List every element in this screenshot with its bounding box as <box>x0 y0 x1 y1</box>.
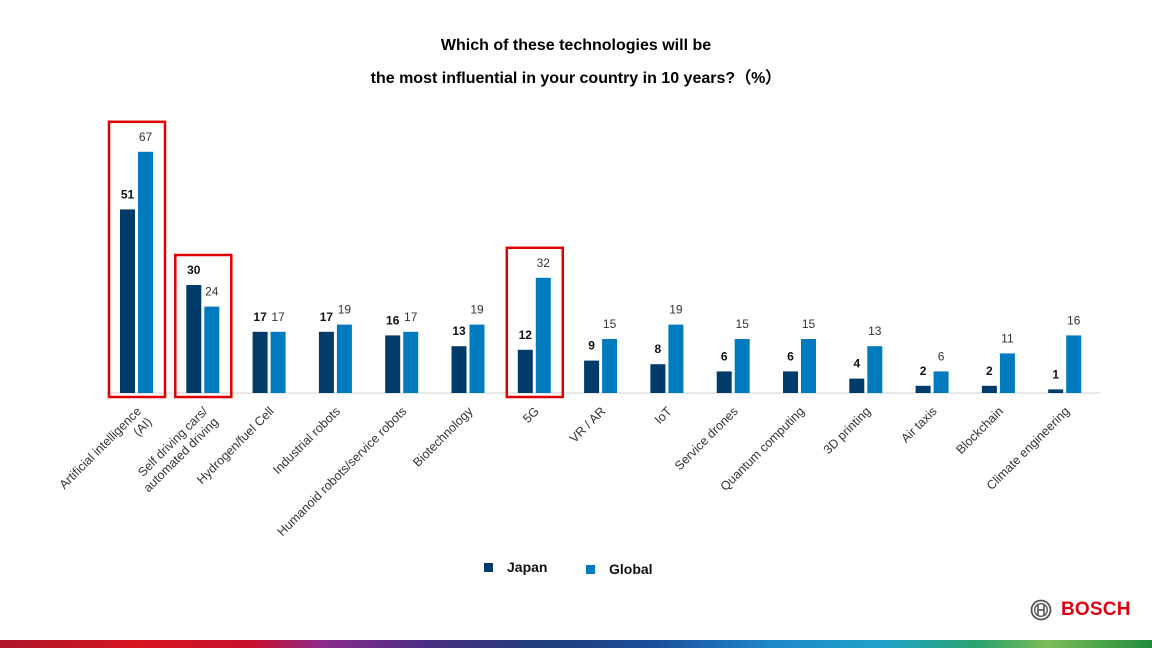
legend-swatch-global <box>586 564 595 574</box>
category-label: Industrial robots <box>270 404 343 477</box>
brand-color-band <box>0 640 1152 648</box>
bar-japan <box>716 371 732 393</box>
category-label: Service drones <box>672 404 741 473</box>
data-label-global: 19 <box>669 303 683 317</box>
data-label-global: 11 <box>1001 331 1014 345</box>
bosch-logo: BOSCH <box>1030 599 1131 621</box>
data-label-japan: 8 <box>655 342 662 356</box>
data-label-global: 16 <box>1067 313 1081 327</box>
data-label-japan: 17 <box>253 310 267 324</box>
bosch-wordmark: BOSCH <box>1061 599 1131 620</box>
data-label-global: 17 <box>271 310 285 324</box>
bar-global <box>999 353 1015 393</box>
data-label-japan: 6 <box>787 349 794 363</box>
bar-japan <box>385 335 401 393</box>
bar-japan <box>849 378 865 393</box>
data-label-global: 17 <box>404 310 418 324</box>
bar-global <box>867 346 883 393</box>
legend-japan: Japan <box>484 559 547 575</box>
bosch-armature-icon <box>1030 599 1052 621</box>
data-label-japan: 9 <box>588 339 595 353</box>
bar-japan <box>981 385 997 393</box>
bar-japan <box>318 331 334 393</box>
category-label-line: IoT <box>652 404 675 427</box>
legend-label-japan: Japan <box>507 559 548 575</box>
data-label-japan: 12 <box>519 328 533 342</box>
bar-japan <box>451 346 467 393</box>
bar-global <box>801 339 816 393</box>
bar-japan <box>1048 389 1064 393</box>
data-label-global: 15 <box>603 317 617 331</box>
bar-global <box>668 324 684 393</box>
bar-global <box>403 331 419 393</box>
data-label-japan: 6 <box>721 349 728 363</box>
data-label-global: 15 <box>736 317 750 331</box>
category-label: Artificial intelligence(AI) <box>57 404 155 502</box>
data-label-japan: 16 <box>386 313 400 327</box>
category-label-line: Air taxis <box>898 404 939 445</box>
bar-japan <box>915 385 931 393</box>
bar-global <box>1066 335 1082 393</box>
data-label-global: 19 <box>338 303 352 317</box>
category-label-line: 5G <box>520 404 542 426</box>
data-label-global: 13 <box>868 324 882 338</box>
bar-global <box>933 371 949 393</box>
highlight-box <box>107 120 167 399</box>
bar-global <box>734 339 750 393</box>
data-label-japan: 1 <box>1052 367 1059 381</box>
bar-global <box>204 306 220 393</box>
data-label-japan: 51 <box>121 187 135 201</box>
category-label: 3D printing <box>821 404 874 457</box>
bar-japan <box>252 331 268 393</box>
category-label: Biotechnology <box>410 404 476 470</box>
bar-global <box>336 324 352 393</box>
legend-global: Global <box>586 561 653 577</box>
category-label: 5G <box>520 404 542 426</box>
bar-japan <box>186 285 202 393</box>
category-label: VR / AR <box>567 404 608 445</box>
data-label-global: 67 <box>139 130 153 144</box>
category-label-line: Biotechnology <box>410 404 476 470</box>
category-label-line: Humanoid robots/service robots <box>275 404 410 539</box>
bar-japan <box>584 360 600 393</box>
data-label-global: 24 <box>205 285 219 299</box>
data-label-japan: 4 <box>853 357 860 371</box>
bar-global <box>138 151 153 393</box>
bar-global <box>602 339 618 393</box>
category-label: IoT <box>652 404 675 427</box>
data-label-japan: 17 <box>320 310 334 324</box>
category-label-line: Blockchain <box>953 404 1006 457</box>
category-label-line: 3D printing <box>821 404 874 457</box>
data-label-japan: 13 <box>452 324 466 338</box>
data-label-japan: 30 <box>187 263 201 277</box>
data-label-japan: 2 <box>920 364 927 378</box>
highlight-box <box>174 253 233 399</box>
category-label: Blockchain <box>953 404 1006 457</box>
legend-label-global: Global <box>609 561 653 577</box>
chart-title-line-2: the most influential in your country in … <box>370 70 782 87</box>
category-label-line: Service drones <box>672 404 741 473</box>
highlight-box <box>505 246 565 399</box>
bar-global <box>535 277 551 393</box>
data-label-global: 32 <box>537 256 551 270</box>
chart-title-line-1: Which of these technologies will be <box>440 37 712 54</box>
data-label-global: 15 <box>802 317 816 331</box>
legend-swatch-japan <box>484 562 493 572</box>
bar-global <box>469 324 485 393</box>
category-label: Humanoid robots/service robots <box>275 404 410 539</box>
category-label-line: Industrial robots <box>270 404 343 477</box>
data-label-global: 19 <box>470 303 484 317</box>
category-label-line: VR / AR <box>567 404 608 445</box>
category-label-line: Artificial intelligence <box>57 404 145 492</box>
bar-japan <box>783 371 798 393</box>
bar-japan <box>650 364 666 393</box>
data-label-japan: 2 <box>986 364 993 378</box>
category-label: Air taxis <box>898 404 939 445</box>
data-label-global: 6 <box>938 349 945 363</box>
bar-global <box>270 331 286 393</box>
bar-japan <box>517 349 533 393</box>
bar-japan <box>120 209 135 393</box>
